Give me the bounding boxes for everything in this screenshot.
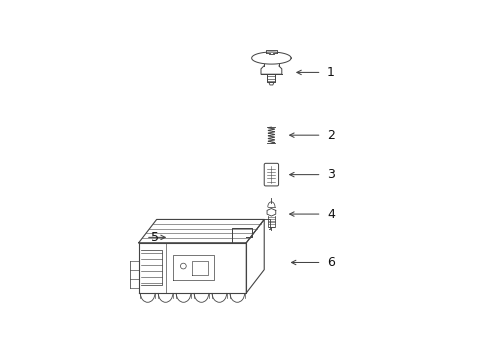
- Text: 5: 5: [151, 231, 159, 244]
- Text: 2: 2: [326, 129, 334, 142]
- Text: 3: 3: [326, 168, 334, 181]
- Text: 6: 6: [326, 256, 334, 269]
- Text: 1: 1: [326, 66, 334, 79]
- Text: 4: 4: [326, 208, 334, 221]
